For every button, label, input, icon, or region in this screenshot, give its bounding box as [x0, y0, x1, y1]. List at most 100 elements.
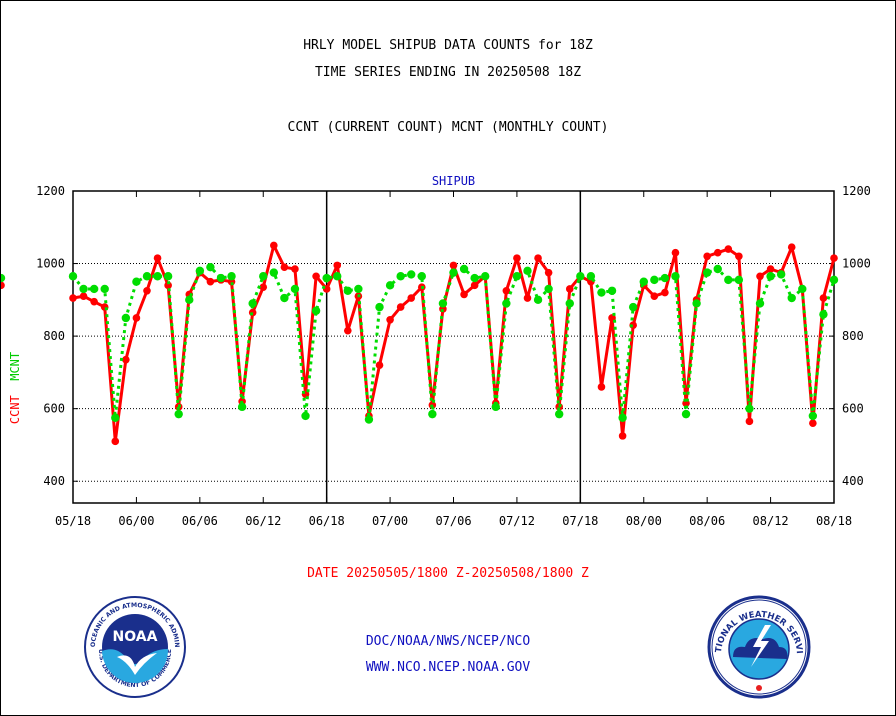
ccnt-point: [69, 294, 77, 302]
mcnt-point: [227, 272, 236, 281]
mcnt-point: [576, 272, 585, 281]
ccnt-point: [79, 292, 88, 301]
mcnt-point: [565, 299, 574, 308]
y-tick-label-left: 600: [43, 402, 65, 416]
website-link[interactable]: WWW.NCO.NCEP.NOAA.GOV: [365, 660, 531, 675]
ccnt-point: [756, 272, 764, 281]
mcnt-point: [502, 299, 511, 308]
mcnt-point: [755, 299, 765, 308]
mcnt-point: [586, 272, 596, 281]
mcnt-point: [597, 288, 606, 297]
mcnt-point: [195, 266, 205, 276]
ccnt-point: [787, 243, 796, 252]
y-tick-label-right: 600: [842, 402, 864, 416]
x-tick-label: 08/06: [689, 514, 725, 528]
ccnt-point: [534, 254, 542, 262]
ccnt-point: [597, 383, 606, 391]
ccnt-point: [460, 290, 468, 299]
mcnt-point: [724, 275, 733, 285]
mcnt-point: [121, 313, 131, 323]
mcnt-point: [628, 302, 638, 312]
ccnt-point: [745, 417, 754, 426]
ccnt-point: [291, 265, 299, 273]
mcnt-point: [639, 277, 648, 286]
mcnt-point: [163, 272, 173, 281]
mcnt-point: [407, 270, 416, 279]
mcnt-point: [660, 273, 670, 283]
mcnt-point: [798, 284, 807, 294]
mcnt-point: [111, 413, 120, 422]
mcnt-point: [280, 293, 289, 303]
x-tick-label: 07/00: [372, 514, 408, 528]
y-tick-label-left: 1200: [36, 184, 65, 198]
y-tick-label-left: 1000: [36, 257, 65, 271]
mcnt-point: [237, 402, 247, 412]
mcnt-point: [206, 262, 215, 272]
mcnt-point: [745, 404, 754, 413]
mcnt-point: [438, 299, 448, 308]
ccnt-point: [270, 241, 278, 250]
ccnt-point: [206, 277, 215, 286]
x-tick-label: 07/12: [499, 514, 535, 528]
x-tick-label: 06/12: [245, 514, 281, 528]
mcnt-point: [311, 306, 321, 315]
y-tick-label-left: 400: [43, 474, 65, 488]
ccnt-point: [618, 432, 627, 440]
ccnt-point: [671, 248, 680, 257]
mcnt-point: [808, 411, 818, 421]
mcnt-point: [618, 413, 627, 422]
ccnt-point: [819, 294, 828, 302]
ccnt-point: [143, 286, 151, 295]
ccnt-point: [661, 288, 669, 297]
y-tick-label-right: 1200: [842, 184, 871, 198]
x-tick-label: 06/00: [118, 514, 154, 528]
y-tick-label-left: 800: [43, 329, 65, 343]
mcnt-point: [417, 272, 426, 281]
ccnt-point: [280, 263, 289, 271]
mcnt-point: [259, 272, 268, 281]
mcnt-point: [544, 284, 553, 294]
ccnt-point: [259, 283, 268, 291]
ccnt-point: [724, 245, 733, 253]
ccnt-point: [513, 254, 521, 262]
mcnt-point: [787, 293, 796, 303]
nws-logo-icon: NATIONAL WEATHER SERVICE: [707, 595, 811, 699]
x-tick-label: 06/06: [182, 514, 218, 528]
ccnt-point: [470, 281, 479, 290]
mcnt-point: [650, 275, 659, 285]
mcnt-point: [343, 286, 353, 295]
ccnt-point: [523, 294, 532, 302]
mcnt-point: [322, 273, 331, 283]
org-path-link[interactable]: DOC/NOAA/NWS/NCEP/NCO: [365, 634, 531, 649]
mcnt-point: [248, 299, 257, 308]
mcnt-point: [174, 409, 183, 419]
ccnt-point: [333, 261, 342, 270]
ccnt-point: [312, 272, 320, 281]
mcnt-point: [428, 409, 437, 419]
mcnt-point: [523, 266, 532, 276]
ccnt-point: [122, 355, 130, 364]
mcnt-point: [671, 272, 680, 281]
mcnt-point: [766, 272, 775, 281]
mcnt-point: [132, 277, 141, 286]
mcnt-point: [681, 409, 691, 419]
mcnt-point: [512, 272, 522, 281]
mcnt-point: [1, 273, 6, 283]
x-tick-label: 08/12: [753, 514, 789, 528]
ccnt-point: [502, 286, 511, 295]
panel-title: SHIPUB: [432, 174, 475, 188]
x-tick-label: 08/00: [626, 514, 662, 528]
ccnt-point: [766, 265, 775, 273]
ccnt-point: [111, 437, 120, 446]
ccnt-point: [375, 361, 384, 369]
mcnt-point: [385, 281, 395, 290]
ccnt-point: [565, 285, 574, 293]
mcnt-point: [100, 284, 109, 294]
mcnt-point: [449, 268, 458, 277]
x-tick-label: 07/06: [435, 514, 471, 528]
mcnt-point: [734, 275, 744, 285]
mcnt-point: [216, 273, 226, 283]
y-tick-label-right: 400: [842, 474, 864, 488]
